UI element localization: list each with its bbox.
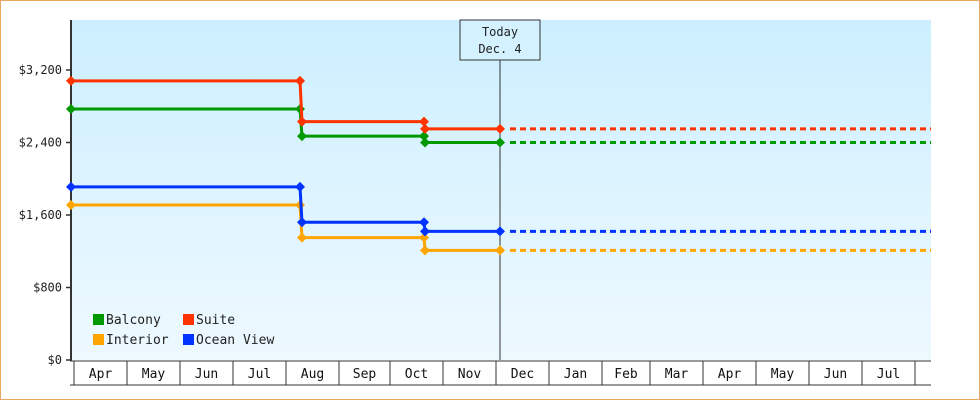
today-label: Today: [482, 25, 518, 39]
month-label: Apr: [718, 367, 742, 382]
x-axis: Apr May Jun Jul Aug Sep Oct Nov Dec Jan Feb Mar Apr M…: [70, 360, 931, 386]
legend-swatch: [93, 334, 104, 345]
legend-swatch: [183, 334, 194, 345]
month-label: Dec: [511, 367, 534, 382]
legend-item-ocean-view[interactable]: Ocean View: [183, 333, 274, 348]
series-lines: [66, 75, 931, 256]
data-point[interactable]: [66, 75, 76, 86]
month-label: Feb: [614, 367, 638, 382]
data-point[interactable]: [297, 217, 307, 228]
month-label: Nov: [458, 367, 482, 382]
month-label: Jul: [877, 367, 900, 382]
data-point[interactable]: [495, 137, 505, 148]
data-point[interactable]: [66, 103, 76, 114]
month-label: Apr: [89, 367, 113, 382]
y-tick-label: $2,400: [19, 136, 62, 150]
legend-label: Suite: [196, 313, 235, 328]
month-label: Aug: [301, 367, 324, 382]
data-point[interactable]: [420, 137, 430, 148]
legend-swatch: [183, 314, 194, 325]
data-point[interactable]: [495, 245, 505, 256]
data-point[interactable]: [420, 123, 430, 134]
y-tick-label: $0: [48, 353, 62, 367]
month-label: Oct: [405, 367, 428, 382]
y-tick-label: $800: [33, 281, 62, 295]
data-point[interactable]: [420, 226, 430, 237]
today-marker: Today Dec. 4: [459, 19, 541, 360]
data-point[interactable]: [495, 226, 505, 237]
legend-item-suite[interactable]: Suite: [183, 313, 235, 328]
y-axis: $0 $800 $1,600 $2,400 $3,200: [19, 20, 72, 367]
data-point[interactable]: [295, 75, 305, 86]
month-label: Jan: [564, 367, 587, 382]
data-point[interactable]: [495, 123, 505, 134]
month-label: May: [142, 367, 166, 382]
legend-item-balcony[interactable]: Balcony: [93, 313, 161, 328]
legend-label: Ocean View: [196, 333, 274, 348]
legend-label: Interior: [106, 333, 169, 348]
data-point[interactable]: [419, 232, 429, 243]
month-label: Jun: [824, 367, 847, 382]
month-label: Jun: [195, 367, 218, 382]
data-point[interactable]: [295, 181, 305, 192]
plot-area: [71, 20, 931, 360]
data-point[interactable]: [297, 131, 307, 142]
data-point[interactable]: [419, 131, 429, 142]
y-tick-label: $3,200: [19, 63, 62, 77]
series-interior: [66, 200, 931, 256]
legend-swatch: [93, 314, 104, 325]
data-point[interactable]: [420, 245, 430, 256]
month-label: May: [771, 367, 795, 382]
legend-label: Balcony: [106, 313, 161, 328]
today-date: Dec. 4: [478, 42, 521, 56]
month-label: Jul: [248, 367, 271, 382]
month-label: Sep: [353, 367, 377, 382]
series-suite: [66, 75, 931, 134]
legend-item-interior[interactable]: Interior: [93, 333, 169, 348]
data-point[interactable]: [419, 217, 429, 228]
series-ocean-view: [66, 181, 931, 237]
legend: Balcony Suite Interior Ocean View: [93, 313, 274, 348]
month-label: Mar: [665, 367, 689, 382]
y-tick-label: $1,600: [19, 208, 62, 222]
data-point[interactable]: [419, 116, 429, 127]
series-balcony: [66, 103, 931, 148]
data-point[interactable]: [66, 200, 76, 211]
data-point[interactable]: [297, 116, 307, 127]
data-point[interactable]: [66, 181, 76, 192]
data-point[interactable]: [297, 232, 307, 243]
